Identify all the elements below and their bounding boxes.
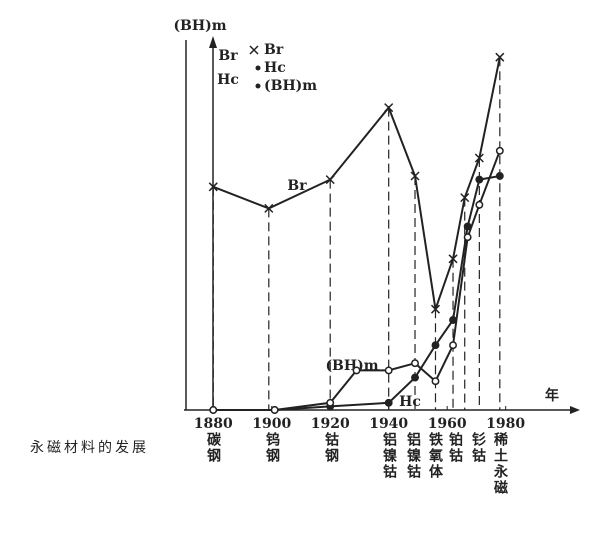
marker — [495, 146, 504, 155]
material-label: 钨钢 — [264, 431, 280, 464]
marker — [384, 103, 394, 113]
material-label: 钐钴 — [470, 431, 486, 464]
x-tick-label: 1900 — [252, 416, 291, 432]
material-label: 铝镍钴 — [381, 431, 397, 480]
marker — [411, 359, 419, 368]
x-tick-label: 1880 — [194, 416, 233, 432]
marker — [474, 153, 484, 163]
annotation: Hc — [399, 394, 421, 410]
marker — [209, 406, 218, 414]
marker — [325, 175, 335, 185]
legend-label: Hc — [264, 60, 286, 76]
series-line — [212, 57, 501, 310]
marker — [475, 200, 484, 209]
marker — [475, 175, 484, 184]
annotation: (BH)m — [325, 358, 378, 374]
material-label: 稀土永磁 — [492, 431, 509, 496]
marker — [264, 203, 274, 213]
marker — [352, 366, 361, 375]
marker — [431, 341, 440, 350]
marker — [410, 171, 420, 181]
marker — [208, 182, 218, 192]
x-tick-label: 1960 — [428, 416, 467, 432]
material-label: 铁氧体 — [427, 431, 444, 480]
material-label: 铝镍钴 — [405, 431, 421, 480]
material-label: 碳钢 — [205, 431, 221, 464]
marker — [463, 233, 472, 242]
marker — [430, 304, 441, 314]
legend-marker — [255, 83, 261, 89]
annotation: Br — [287, 178, 307, 194]
y-arrow — [209, 36, 217, 48]
material-label: 钴钢 — [323, 431, 339, 464]
marker — [495, 52, 505, 62]
marker — [270, 406, 279, 414]
x-tick-label: 1980 — [486, 416, 525, 432]
x-arrow — [570, 406, 580, 414]
y-label: Br — [218, 48, 238, 64]
caption: 永磁材料的发展 — [30, 440, 149, 456]
y-label: Hc — [217, 72, 239, 88]
marker — [384, 366, 393, 375]
marker — [460, 193, 470, 203]
legend-marker — [249, 45, 259, 55]
y-label: (BH)m — [173, 18, 226, 34]
marker — [449, 341, 457, 350]
marker — [448, 254, 458, 264]
x-tick-label: 1940 — [369, 416, 408, 432]
marker — [411, 373, 419, 382]
marker — [384, 398, 393, 407]
x-label: 年 — [545, 387, 559, 404]
x-tick-label: 1920 — [311, 416, 350, 432]
material-label: 铂钴 — [447, 431, 463, 464]
marker — [431, 377, 440, 386]
legend-label: Br — [264, 42, 284, 58]
series-line — [213, 175, 500, 411]
marker — [495, 172, 504, 180]
legend-marker — [255, 65, 261, 71]
legend-label: (BH)m — [264, 78, 317, 94]
marker — [326, 398, 335, 407]
